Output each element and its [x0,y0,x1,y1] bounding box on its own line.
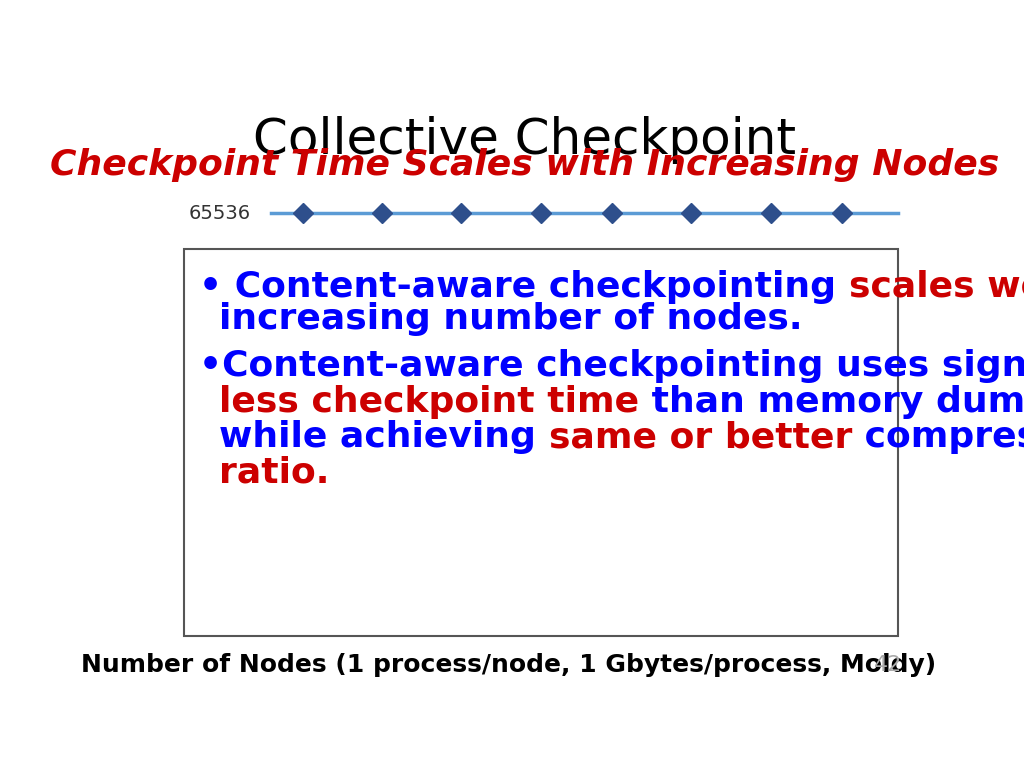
Text: Checkpoint Time Scales with Increasing Nodes: Checkpoint Time Scales with Increasing N… [50,148,999,182]
Text: 42: 42 [873,654,902,674]
Text: same or better: same or better [549,420,852,455]
Text: Collective Checkpoint: Collective Checkpoint [253,116,797,164]
Text: while achieving: while achieving [219,420,549,455]
Text: than memory dump+GZIP: than memory dump+GZIP [639,385,1024,419]
Text: ratio.: ratio. [219,456,330,490]
Text: 65536: 65536 [188,204,251,223]
Text: compression: compression [852,420,1024,455]
Text: scales well: scales well [849,270,1024,303]
Text: •Content-aware checkpointing uses significantly: •Content-aware checkpointing uses signif… [200,349,1024,383]
Text: Number of Nodes (1 process/node, 1 Gbytes/process, Moldy): Number of Nodes (1 process/node, 1 Gbyte… [81,653,937,677]
Text: • Content-aware checkpointing: • Content-aware checkpointing [200,270,849,303]
Text: increasing number of nodes.: increasing number of nodes. [219,302,803,336]
Text: less checkpoint time: less checkpoint time [219,385,639,419]
